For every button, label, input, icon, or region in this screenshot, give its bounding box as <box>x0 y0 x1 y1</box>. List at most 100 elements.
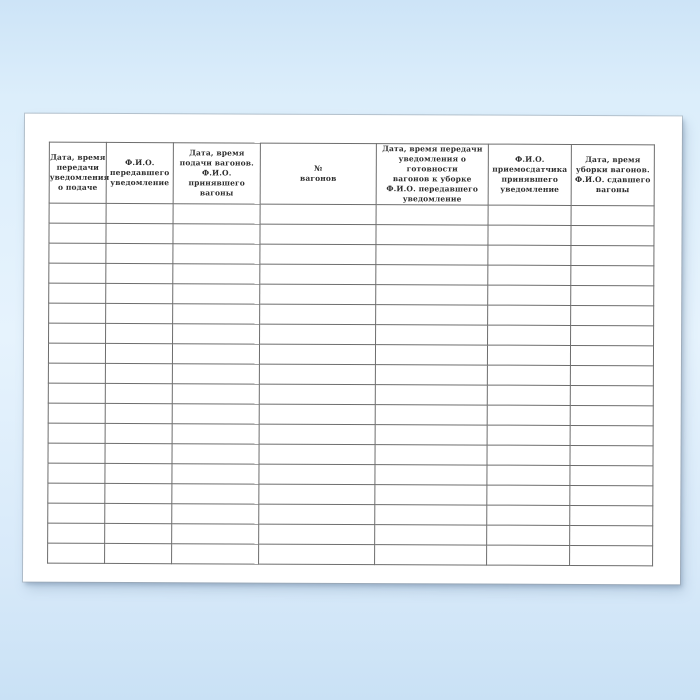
empty-cell <box>47 543 105 564</box>
empty-cell <box>486 465 570 486</box>
empty-cell <box>48 323 106 344</box>
empty-cell <box>259 304 376 325</box>
empty-cell <box>569 545 653 566</box>
empty-cell <box>259 384 376 405</box>
empty-cell <box>571 205 655 226</box>
empty-cell <box>105 283 173 304</box>
column-header-receiver-name: Ф.И.О. приемосдатчика принявшего уведомл… <box>488 144 572 206</box>
empty-cell <box>375 344 488 366</box>
empty-cell <box>375 224 489 246</box>
empty-cell <box>171 463 259 485</box>
empty-cell <box>259 264 376 285</box>
table-row <box>47 503 653 526</box>
empty-cell <box>48 263 106 284</box>
empty-cell <box>258 544 375 565</box>
empty-cell <box>171 483 259 505</box>
empty-cell <box>171 543 259 565</box>
column-header-wagon-numbers: № вагонов <box>260 143 377 205</box>
empty-cell <box>258 504 375 525</box>
empty-cell <box>172 403 260 425</box>
table-row <box>48 263 654 286</box>
empty-cell <box>375 384 488 406</box>
empty-cell <box>48 383 106 404</box>
column-header-notice-date: Дата, время передачи уведомления о подач… <box>49 142 109 204</box>
empty-cell <box>172 283 260 305</box>
empty-cell <box>105 343 173 364</box>
empty-cell <box>487 305 571 326</box>
empty-cell <box>569 525 653 546</box>
empty-cell <box>486 445 571 466</box>
empty-cell <box>570 225 655 246</box>
table-row <box>48 283 654 306</box>
empty-cell <box>487 285 571 306</box>
empty-cell <box>171 443 260 465</box>
empty-cell <box>47 443 106 464</box>
empty-cell <box>104 523 172 544</box>
empty-cell <box>374 524 487 546</box>
empty-cell <box>569 485 653 506</box>
empty-cell <box>48 303 106 324</box>
empty-cell <box>570 345 654 366</box>
column-header-supply-date: Дата, время подачи вагонов. Ф.И.О. приня… <box>173 142 261 205</box>
empty-cell <box>259 284 376 305</box>
empty-cell <box>487 325 571 346</box>
empty-cell <box>105 383 173 404</box>
empty-cell <box>374 444 488 466</box>
empty-cell <box>570 245 654 266</box>
empty-cell <box>570 385 654 406</box>
empty-cell <box>172 223 261 245</box>
empty-cell <box>374 464 487 486</box>
empty-cell <box>486 545 570 566</box>
empty-cell <box>487 265 571 286</box>
empty-cell <box>105 223 174 244</box>
empty-cell <box>375 284 488 306</box>
empty-cell <box>570 425 654 446</box>
empty-cell <box>487 225 572 246</box>
empty-cell <box>172 303 260 325</box>
empty-cell <box>48 223 107 244</box>
empty-cell <box>172 363 260 385</box>
table-row <box>47 543 653 566</box>
paper-sheet: Дата, время передачи уведомления о подач… <box>22 113 683 585</box>
empty-cell <box>48 403 106 424</box>
empty-cell <box>47 503 105 524</box>
empty-cell <box>375 264 488 286</box>
empty-cell <box>374 504 487 526</box>
empty-cell <box>487 405 571 426</box>
column-header-sender-name: Ф.И.О. передавшего уведомление <box>106 142 174 204</box>
table-row <box>48 383 654 406</box>
empty-cell <box>105 303 173 324</box>
empty-cell <box>259 424 376 445</box>
empty-cell <box>47 483 105 504</box>
empty-cell <box>259 364 376 385</box>
empty-cell <box>48 423 106 444</box>
empty-cell <box>104 483 172 504</box>
empty-cell <box>375 324 488 346</box>
table-row <box>48 363 654 386</box>
table-row <box>48 343 654 366</box>
empty-cell <box>259 324 376 345</box>
empty-cell <box>260 204 377 225</box>
empty-cell <box>570 325 654 346</box>
empty-cell <box>375 244 488 266</box>
empty-cell <box>171 503 259 525</box>
header-row: Дата, время передачи уведомления о подач… <box>49 142 655 206</box>
empty-cell <box>105 243 173 264</box>
empty-cell <box>570 405 654 426</box>
table-row <box>47 483 653 506</box>
empty-cell <box>172 263 260 285</box>
empty-cell <box>104 443 173 464</box>
empty-cell <box>487 365 571 386</box>
empty-cell <box>376 204 489 226</box>
empty-cell <box>48 343 106 364</box>
empty-cell <box>48 283 106 304</box>
empty-cell <box>375 304 488 326</box>
empty-cell <box>105 403 173 424</box>
empty-cell <box>104 543 172 564</box>
empty-cell <box>48 243 106 264</box>
empty-cell <box>486 485 570 506</box>
table-row <box>47 443 654 466</box>
table-row <box>48 243 654 266</box>
table-body <box>47 203 655 566</box>
empty-cell <box>172 323 260 345</box>
